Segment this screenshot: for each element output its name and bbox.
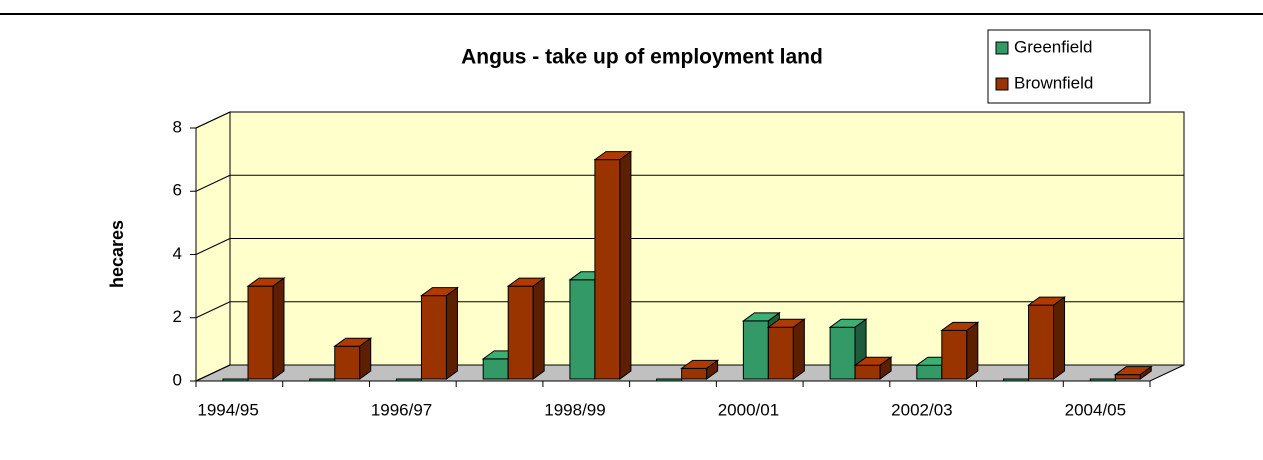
legend-label: Brownfield <box>1014 73 1093 92</box>
bar-front <box>569 279 596 380</box>
y-tick-label: 6 <box>173 181 182 200</box>
legend-label: Greenfield <box>1014 37 1092 56</box>
bar <box>1089 378 1116 382</box>
x-tick-label: 2004/05 <box>1065 400 1126 419</box>
legend-swatch <box>995 41 1009 55</box>
x-tick-label: 1998/99 <box>544 400 605 419</box>
bar-front <box>594 159 621 380</box>
legend-swatch <box>995 77 1009 91</box>
bar-front <box>1114 374 1141 380</box>
bar-front <box>222 378 249 382</box>
bar-front <box>829 326 856 380</box>
bar-side <box>445 286 458 380</box>
bar <box>246 277 286 380</box>
bar-side <box>879 356 892 380</box>
x-tick-label: 1996/97 <box>371 400 432 419</box>
bar-front <box>1003 378 1030 382</box>
bar-side <box>1139 365 1152 380</box>
bar-side <box>792 318 805 380</box>
bar-front <box>247 285 274 380</box>
bar <box>506 277 546 380</box>
bar <box>395 378 422 382</box>
bar-front <box>1089 378 1116 382</box>
bar <box>419 286 459 380</box>
bar <box>766 318 806 380</box>
bar <box>656 378 683 382</box>
bar-front <box>309 378 336 382</box>
bar <box>309 378 336 382</box>
bar-side <box>1053 296 1066 380</box>
grid-line <box>195 238 231 255</box>
bar <box>853 356 893 380</box>
bar <box>680 359 720 380</box>
grid-line <box>195 111 231 129</box>
grid-line <box>195 174 231 192</box>
bar-front <box>420 295 447 380</box>
x-tick-label: 2002/03 <box>891 400 952 419</box>
grid-line <box>195 364 231 382</box>
y-tick-label: 4 <box>173 244 182 263</box>
bar-front <box>681 367 708 380</box>
legend-box <box>987 29 1151 104</box>
y-tick-label: 2 <box>173 307 182 326</box>
bar-front <box>742 320 769 380</box>
y-tick-label: 0 <box>173 370 182 389</box>
bar <box>940 321 980 380</box>
chart-title: Angus - take up of employment land <box>461 46 823 69</box>
bar-front <box>1028 304 1055 380</box>
bar-side <box>966 321 979 380</box>
bar-front <box>656 378 683 382</box>
bar-side <box>272 277 285 380</box>
x-tick-label: 1994/95 <box>197 400 258 419</box>
bar-front <box>482 358 509 380</box>
bar <box>593 150 633 380</box>
bar-side <box>706 359 719 380</box>
x-tick-label: 2000/01 <box>718 400 779 419</box>
bar-front <box>507 285 534 380</box>
bar-side <box>359 337 372 380</box>
bar <box>222 378 249 382</box>
grid-line <box>195 301 231 319</box>
bar-front <box>916 364 943 380</box>
bar-front <box>854 364 881 380</box>
bar-side <box>619 150 632 380</box>
y-tick-label: 8 <box>173 117 182 136</box>
bar <box>1027 296 1067 380</box>
bar <box>1113 365 1153 380</box>
y-axis-label: hecares <box>107 220 127 288</box>
bar-front <box>334 345 361 380</box>
bar-front <box>395 378 422 382</box>
bar-front <box>767 326 794 380</box>
bar-front <box>941 329 968 380</box>
bar <box>1003 378 1030 382</box>
bar <box>333 337 373 380</box>
bar-side <box>532 277 545 380</box>
